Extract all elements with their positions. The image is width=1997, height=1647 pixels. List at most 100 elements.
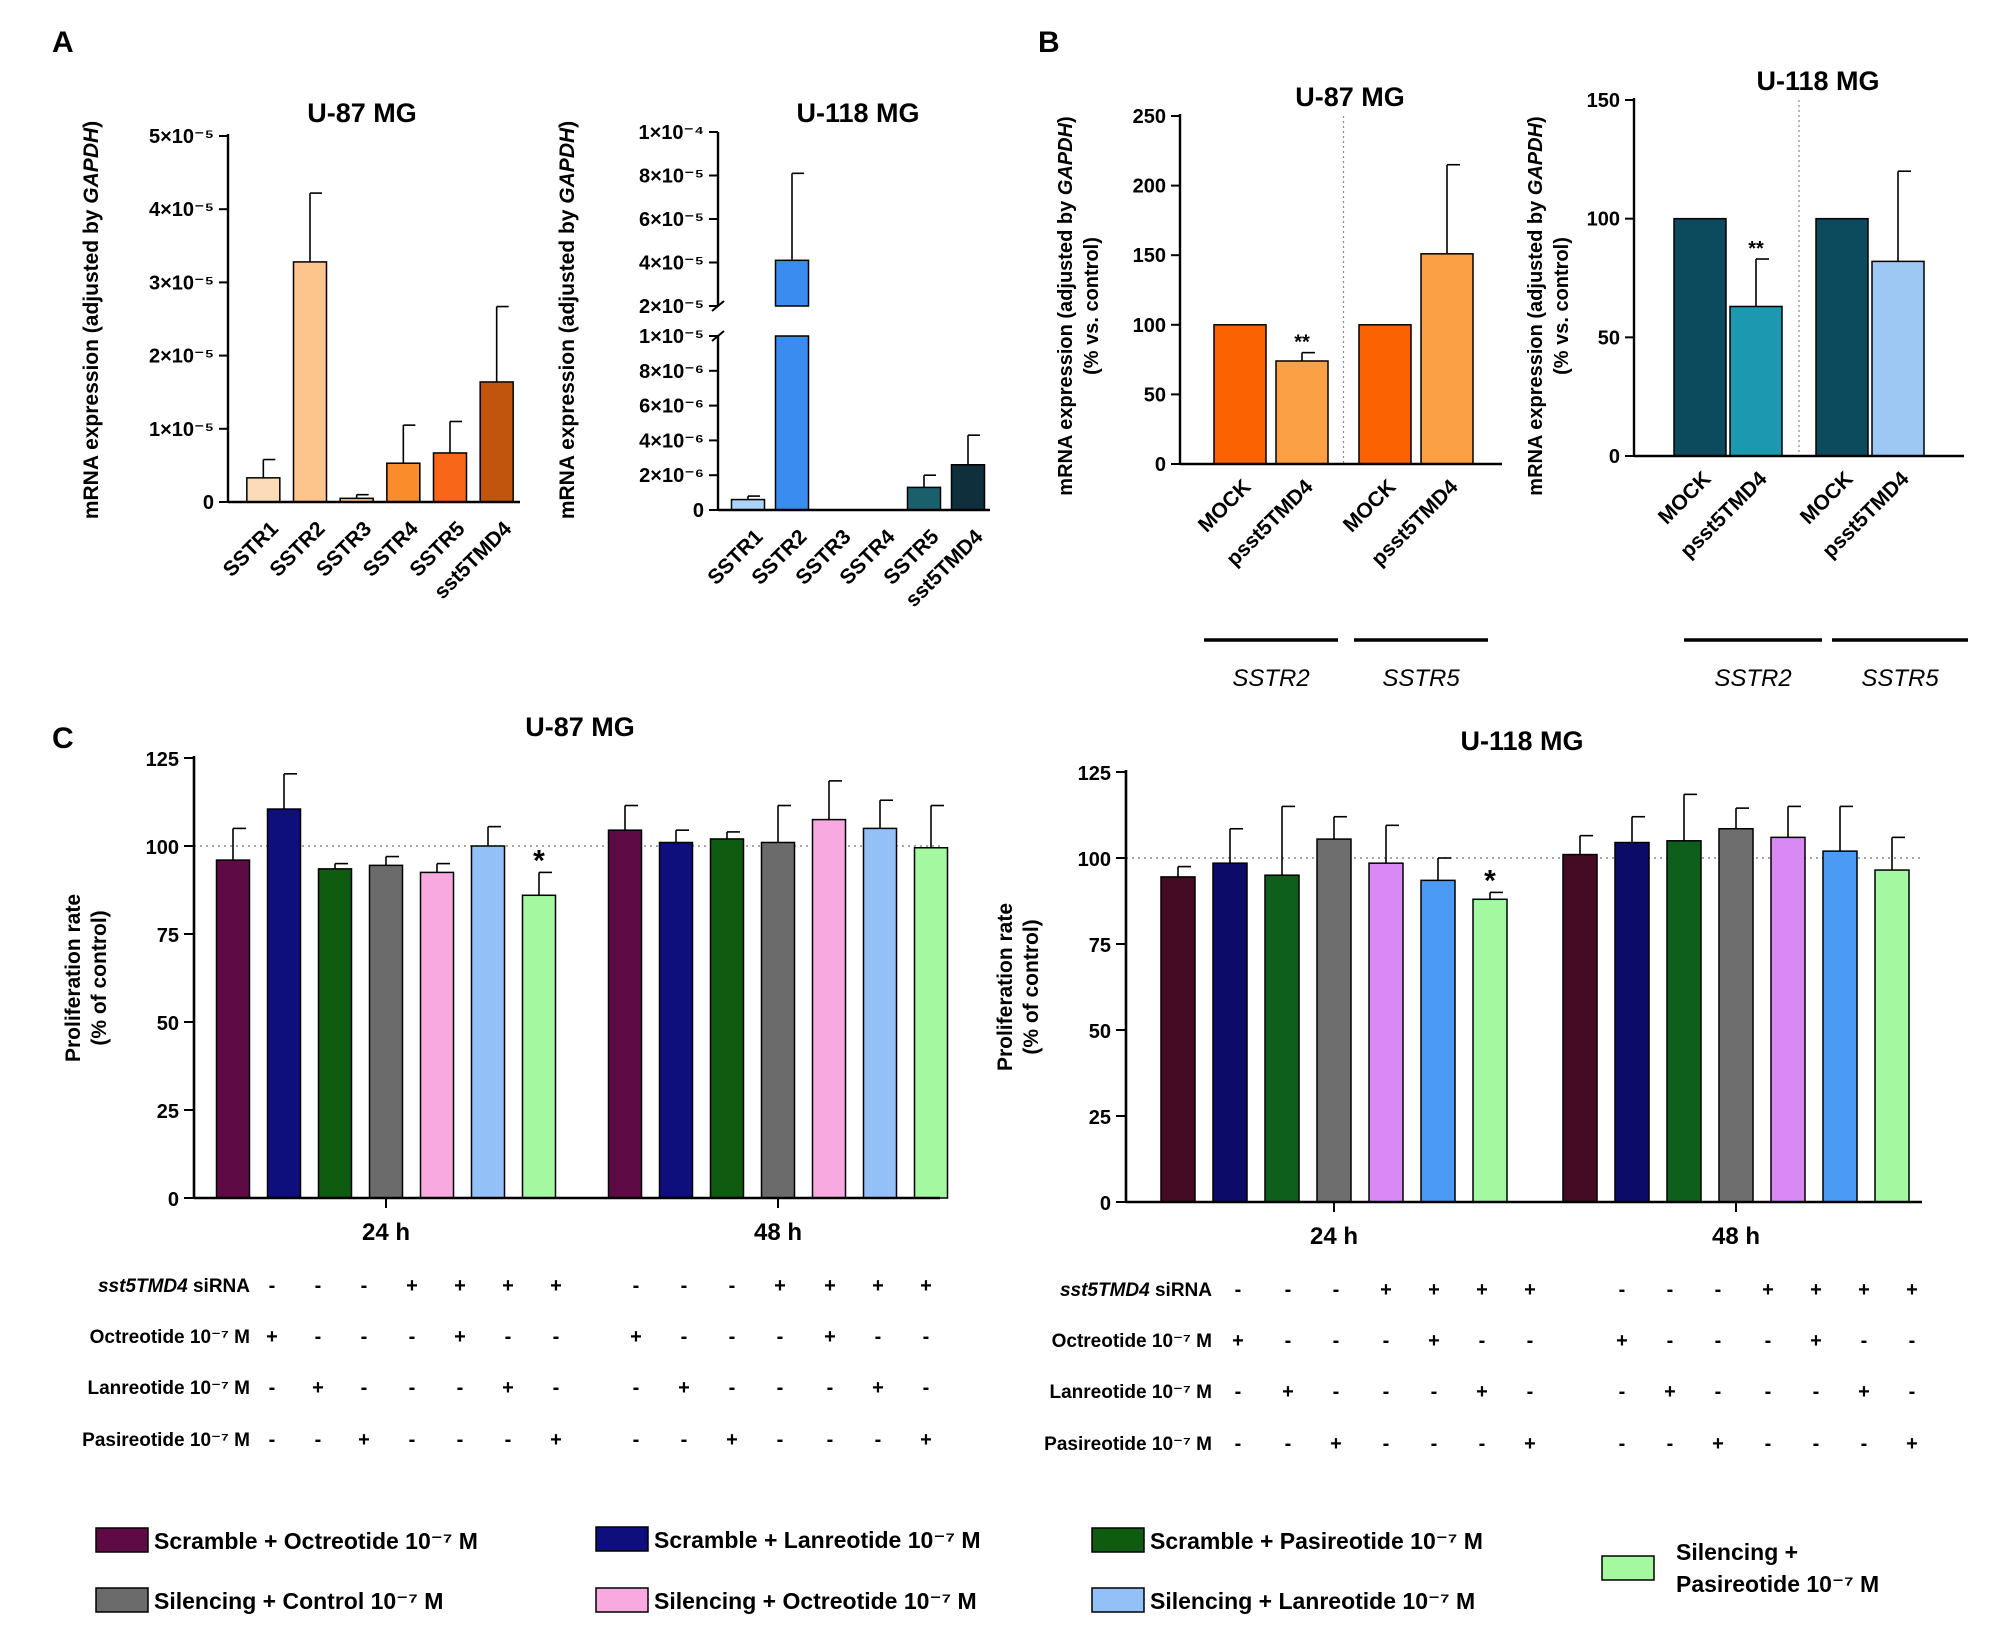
treatment-sign: - xyxy=(633,1275,640,1297)
y-tick-label: 0 xyxy=(203,492,214,514)
treatment-sign: - xyxy=(1527,1381,1534,1403)
treatment-sign: - xyxy=(1235,1279,1242,1301)
y-tick-label: 2×10⁻⁶ xyxy=(639,465,704,487)
treatment-row-label-text: siRNA xyxy=(1150,1280,1213,1301)
y-tick-label: 0 xyxy=(1155,454,1166,476)
treatment-sign: - xyxy=(729,1326,736,1348)
treatment-sign: + xyxy=(1858,1279,1870,1301)
treatment-sign: + xyxy=(920,1275,932,1297)
y-axis-label-line2-part: (% vs. control) xyxy=(1081,237,1103,375)
panel-letter-c: C xyxy=(52,722,74,755)
treatment-sign: + xyxy=(678,1377,690,1399)
y-tick-label: 6×10⁻⁶ xyxy=(639,396,704,418)
treatment-sign: + xyxy=(1232,1330,1244,1352)
y-tick-label: 150 xyxy=(1587,90,1620,112)
y-tick-label: 25 xyxy=(1089,1107,1111,1129)
treatment-sign: + xyxy=(872,1377,884,1399)
treatment-sign: + xyxy=(1810,1330,1822,1352)
bar-48h-3 xyxy=(709,838,745,1199)
y-tick-label: 0 xyxy=(1609,446,1620,468)
treatment-sign: - xyxy=(1527,1330,1534,1352)
treatment-sign: + xyxy=(550,1429,562,1451)
bar-psst5tmd4-sstr5 xyxy=(1420,253,1474,465)
group-label-sstr5: SSTR5 xyxy=(1382,665,1460,692)
x-group-label: 48 h xyxy=(1712,1223,1760,1250)
treatment-sign: + xyxy=(358,1429,370,1451)
y-axis-label-line2-part: (% of control) xyxy=(88,910,111,1045)
group-label-sstr5: SSTR5 xyxy=(1861,665,1939,692)
y-tick-label: 1×10⁻⁴ xyxy=(639,122,705,144)
treatment-sign: - xyxy=(1333,1381,1340,1403)
treatment-sign: + xyxy=(1762,1279,1774,1301)
chart-title: U-118 MG xyxy=(1756,66,1879,96)
y-axis-label-part: Proliferation rate xyxy=(994,903,1017,1071)
chart-title: U-87 MG xyxy=(1295,82,1405,112)
treatment-sign: + xyxy=(1330,1433,1342,1455)
treatment-sign: - xyxy=(1715,1279,1722,1301)
treatment-sign: + xyxy=(406,1275,418,1297)
treatment-sign: - xyxy=(633,1429,640,1451)
treatment-sign: - xyxy=(875,1326,882,1348)
treatment-sign: + xyxy=(920,1429,932,1451)
legend-swatch xyxy=(595,1526,649,1552)
treatment-row-label-italic: sst5TMD4 xyxy=(1060,1280,1150,1301)
bar-sstr2 xyxy=(292,261,328,503)
treatment-sign: - xyxy=(1333,1279,1340,1301)
legend-swatch xyxy=(1091,1587,1145,1613)
treatment-sign: + xyxy=(1810,1279,1822,1301)
y-axis-label-part: Proliferation rate xyxy=(62,894,85,1062)
y-tick-label: 50 xyxy=(1144,384,1166,406)
treatment-sign: - xyxy=(1479,1433,1486,1455)
legend-swatch xyxy=(95,1587,149,1613)
bar-mock-sstr2 xyxy=(1213,324,1267,465)
y-tick-label: 8×10⁻⁶ xyxy=(639,361,704,383)
legend-swatch xyxy=(95,1527,149,1553)
treatment-sign: + xyxy=(824,1326,836,1348)
y-tick-label: 125 xyxy=(146,749,179,771)
treatment-sign: - xyxy=(1667,1279,1674,1301)
significance-marker: * xyxy=(533,844,545,877)
legend-swatch xyxy=(1601,1555,1655,1581)
treatment-row-label-text: siRNA xyxy=(188,1276,251,1297)
treatment-sign: - xyxy=(923,1377,930,1399)
y-tick-label: 4×10⁻⁶ xyxy=(639,430,704,452)
x-group-label: 24 h xyxy=(362,1219,410,1246)
treatment-row-label: Lanreotide 10⁻⁷ M xyxy=(1049,1382,1212,1403)
treatment-sign: + xyxy=(1476,1381,1488,1403)
y-axis-label-line2: (% of control) xyxy=(88,910,111,1045)
bar-mock-sstr5 xyxy=(1358,324,1412,465)
y-tick-label: 8×10⁻⁵ xyxy=(639,166,704,188)
y-tick-label: 125 xyxy=(1078,763,1111,785)
treatment-row-label-text: Lanreotide 10⁻⁷ M xyxy=(1049,1382,1212,1403)
treatment-row-label-italic: sst5TMD4 xyxy=(98,1276,188,1297)
y-tick-label: 0 xyxy=(168,1189,179,1211)
x-group-label: 48 h xyxy=(754,1219,802,1246)
treatment-sign: - xyxy=(1861,1433,1868,1455)
treatment-sign: - xyxy=(1813,1381,1820,1403)
chart-title: U-87 MG xyxy=(525,712,635,742)
treatment-row-label: Octreotide 10⁻⁷ M xyxy=(1052,1331,1212,1352)
treatment-sign: - xyxy=(269,1429,276,1451)
treatment-row-label: sst5TMD4 siRNA xyxy=(1060,1280,1212,1301)
treatment-row-label-text: Pasireotide 10⁻⁷ M xyxy=(1044,1434,1212,1455)
treatment-sign: - xyxy=(1619,1279,1626,1301)
bar-24h-3 xyxy=(317,868,353,1199)
treatment-sign: - xyxy=(505,1429,512,1451)
y-axis-label-part: ) xyxy=(1525,116,1547,123)
treatment-sign: - xyxy=(1285,1279,1292,1301)
bar-24h-5 xyxy=(419,871,455,1199)
legend-label: Silencing + Octreotide 10⁻⁷ M xyxy=(654,1588,977,1614)
significance-marker: ** xyxy=(1294,332,1310,354)
y-axis-label: mRNA expression (adjusted by GAPDH) xyxy=(556,121,579,519)
treatment-sign: - xyxy=(361,1326,368,1348)
treatment-sign: - xyxy=(681,1429,688,1451)
treatment-sign: - xyxy=(457,1429,464,1451)
treatment-sign: - xyxy=(361,1275,368,1297)
legend-label: Silencing + xyxy=(1676,1539,1798,1565)
treatment-sign: + xyxy=(1906,1433,1918,1455)
x-tick-label: MOCK xyxy=(1194,475,1256,537)
legend: Scramble + Octreotide 10⁻⁷ M Scramble + L… xyxy=(95,1526,1879,1614)
bar-sstr5 xyxy=(906,486,942,511)
x-group-label: 24 h xyxy=(1310,1223,1358,1250)
y-axis-label-part: mRNA expression (adjusted by xyxy=(556,204,579,519)
